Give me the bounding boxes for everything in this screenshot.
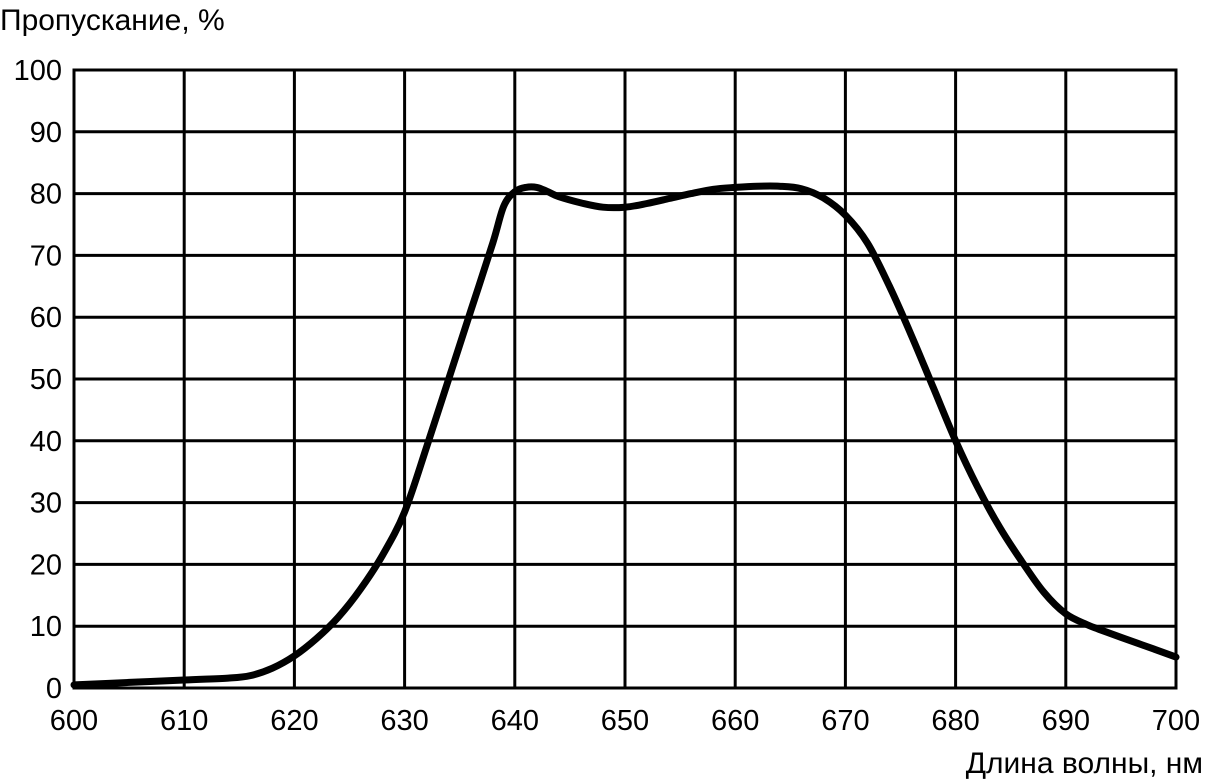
x-tick-label: 640 <box>491 705 539 737</box>
y-tick-label: 90 <box>30 117 62 149</box>
y-tick-labels: 0 10 20 30 40 50 60 70 80 90 100 <box>14 55 62 705</box>
x-tick-label: 620 <box>270 705 318 737</box>
x-tick-label: 660 <box>711 705 759 737</box>
x-tick-labels: 600 610 620 630 640 650 660 670 680 690 700 <box>50 705 1200 737</box>
y-tick-label: 30 <box>30 488 62 520</box>
y-tick-label: 60 <box>30 302 62 334</box>
plot-frame <box>72 68 1178 690</box>
y-tick-label: 20 <box>30 549 62 581</box>
y-tick-label: 10 <box>30 611 62 643</box>
x-tick-label: 690 <box>1042 705 1090 737</box>
y-axis-label: Пропускание, % <box>0 4 225 37</box>
y-tick-label: 0 <box>46 673 62 705</box>
x-tick-label: 610 <box>160 705 208 737</box>
y-tick-label: 40 <box>30 426 62 458</box>
x-axis-label: Длина волны, нм <box>966 747 1203 780</box>
x-tick-label: 680 <box>931 705 979 737</box>
grid-lines <box>72 68 1178 690</box>
x-tick-label: 670 <box>821 705 869 737</box>
y-tick-label: 70 <box>30 240 62 272</box>
y-tick-label: 50 <box>30 364 62 396</box>
y-tick-label: 100 <box>14 55 62 87</box>
x-tick-label: 650 <box>601 705 649 737</box>
x-tick-label: 630 <box>380 705 428 737</box>
y-tick-label: 80 <box>30 179 62 211</box>
transmission-curve <box>70 182 1180 689</box>
x-tick-label: 600 <box>50 705 98 737</box>
x-tick-label: 700 <box>1152 705 1200 737</box>
